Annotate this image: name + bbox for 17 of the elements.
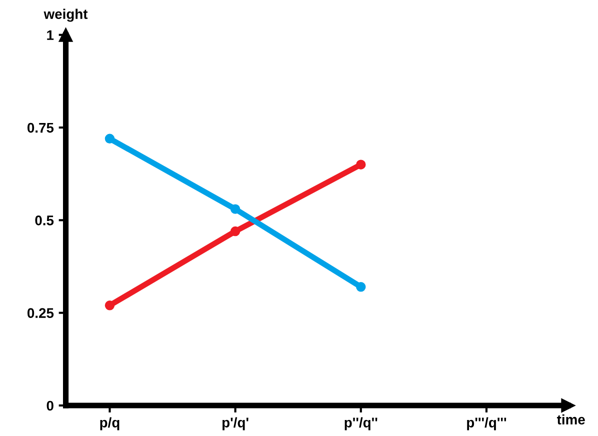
point [356, 160, 366, 170]
y-tick-label: 0.25 [27, 308, 54, 318]
x-tick-label: p/q [100, 417, 120, 430]
x-tick-label: p'/q' [222, 417, 248, 430]
point [104, 300, 115, 310]
x-tick-label: p''/q'' [344, 417, 378, 430]
y-tick-label: 0.75 [27, 122, 54, 133]
point [230, 204, 240, 214]
y-tick-label: 0 [46, 400, 54, 411]
point [230, 226, 240, 236]
x-axis-title: time [556, 414, 585, 425]
y-tick-label: 1 [47, 30, 54, 40]
y-tick-label: 0.5 [35, 216, 54, 226]
point [104, 134, 115, 144]
point [356, 282, 366, 292]
x-tick-label: p'''/q''' [467, 417, 506, 430]
y-axis-title: weight [44, 8, 88, 22]
